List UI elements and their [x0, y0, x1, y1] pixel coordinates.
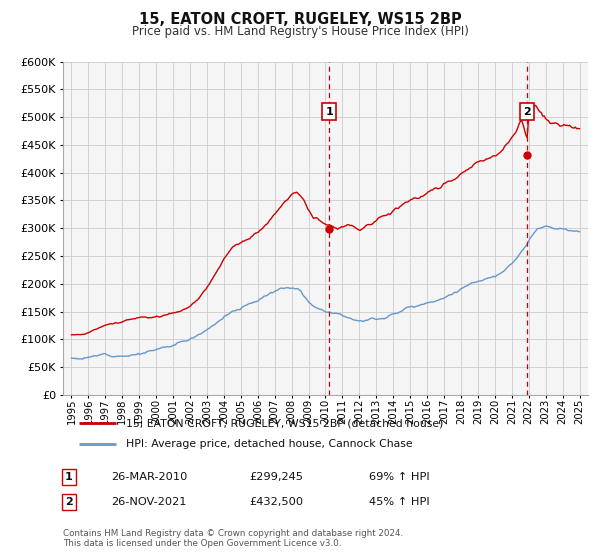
Text: 69% ↑ HPI: 69% ↑ HPI	[369, 472, 430, 482]
Text: 1: 1	[326, 106, 333, 116]
Text: 15, EATON CROFT, RUGELEY, WS15 2BP (detached house): 15, EATON CROFT, RUGELEY, WS15 2BP (deta…	[126, 418, 443, 428]
Text: 1: 1	[65, 472, 73, 482]
Text: 15, EATON CROFT, RUGELEY, WS15 2BP: 15, EATON CROFT, RUGELEY, WS15 2BP	[139, 12, 461, 27]
Text: £432,500: £432,500	[249, 497, 303, 507]
Text: Price paid vs. HM Land Registry's House Price Index (HPI): Price paid vs. HM Land Registry's House …	[131, 25, 469, 38]
Text: This data is licensed under the Open Government Licence v3.0.: This data is licensed under the Open Gov…	[63, 539, 341, 548]
Text: Contains HM Land Registry data © Crown copyright and database right 2024.: Contains HM Land Registry data © Crown c…	[63, 529, 403, 538]
Text: 2: 2	[523, 106, 531, 116]
Text: 26-MAR-2010: 26-MAR-2010	[111, 472, 187, 482]
Text: £299,245: £299,245	[249, 472, 303, 482]
Text: 26-NOV-2021: 26-NOV-2021	[111, 497, 187, 507]
Text: 2: 2	[65, 497, 73, 507]
Text: 45% ↑ HPI: 45% ↑ HPI	[369, 497, 430, 507]
Text: HPI: Average price, detached house, Cannock Chase: HPI: Average price, detached house, Cann…	[126, 440, 413, 450]
